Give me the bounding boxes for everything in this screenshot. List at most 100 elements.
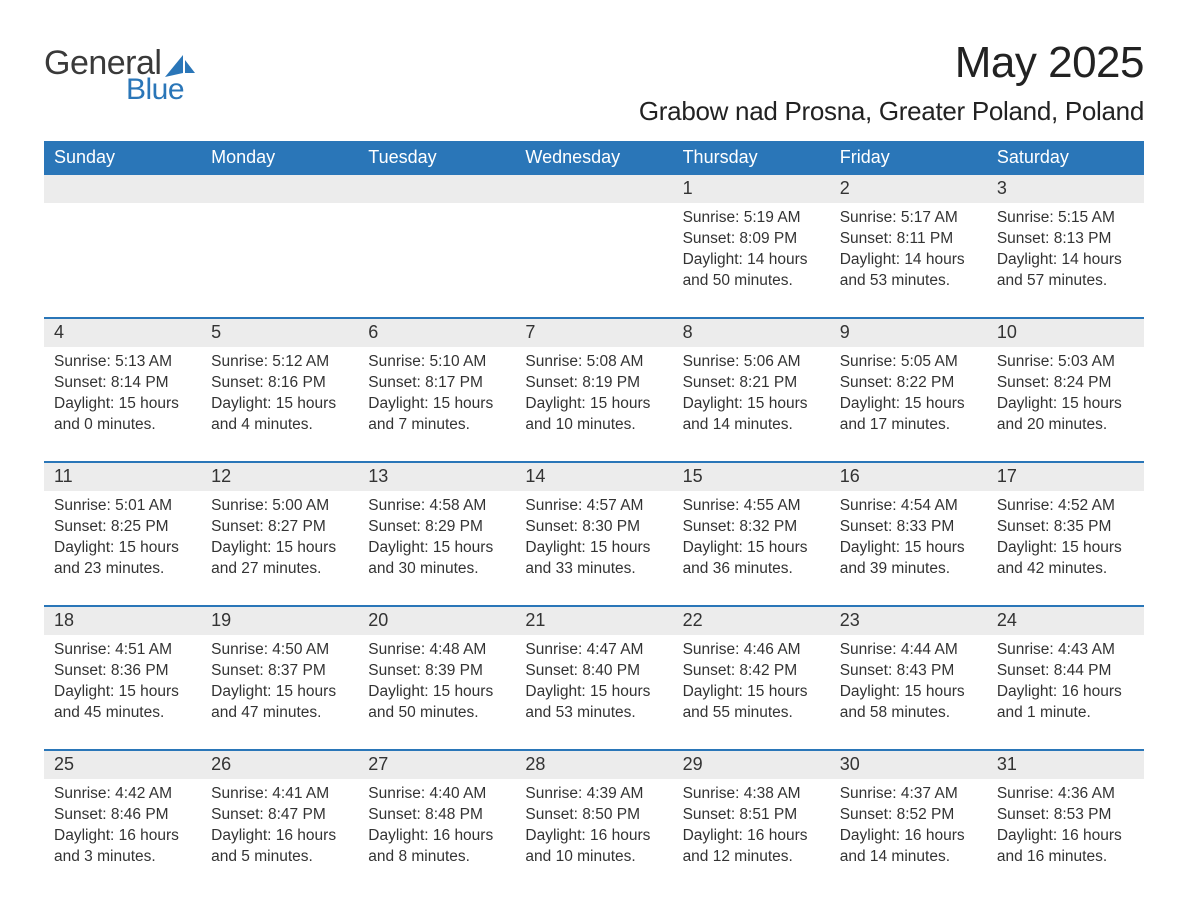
logo-text-blue: Blue — [126, 73, 195, 107]
day-info-line: Sunset: 8:19 PM — [525, 373, 662, 394]
day-info-line: Sunrise: 4:42 AM — [54, 784, 191, 805]
day-info-line: Daylight: 15 hours — [54, 682, 191, 703]
daynum-row: 45678910 — [44, 319, 1144, 347]
day-info-line: Sunset: 8:17 PM — [368, 373, 505, 394]
day-cell — [201, 203, 358, 297]
day-cell: Sunrise: 4:57 AMSunset: 8:30 PMDaylight:… — [515, 491, 672, 585]
day-number: 30 — [830, 751, 987, 779]
day-cell: Sunrise: 4:54 AMSunset: 8:33 PMDaylight:… — [830, 491, 987, 585]
day-info-line: Sunset: 8:21 PM — [683, 373, 820, 394]
header: General Blue May 2025 Grabow nad Prosna,… — [44, 38, 1144, 127]
day-cell: Sunrise: 4:37 AMSunset: 8:52 PMDaylight:… — [830, 779, 987, 873]
day-info-line: and 1 minute. — [997, 703, 1134, 724]
day-info-line: and 53 minutes. — [525, 703, 662, 724]
day-info-line: Sunset: 8:33 PM — [840, 517, 977, 538]
day-info-line: Daylight: 15 hours — [525, 682, 662, 703]
day-info-line: Daylight: 15 hours — [997, 394, 1134, 415]
day-info-line: and 58 minutes. — [840, 703, 977, 724]
day-cell — [515, 203, 672, 297]
day-info-line: Sunrise: 5:00 AM — [211, 496, 348, 517]
day-info-line: and 7 minutes. — [368, 415, 505, 436]
day-cell: Sunrise: 4:36 AMSunset: 8:53 PMDaylight:… — [987, 779, 1144, 873]
day-info-line: Sunrise: 4:57 AM — [525, 496, 662, 517]
calendar: Sunday Monday Tuesday Wednesday Thursday… — [44, 141, 1144, 873]
day-number: 8 — [673, 319, 830, 347]
day-info-line: Sunrise: 4:43 AM — [997, 640, 1134, 661]
content-row: Sunrise: 4:42 AMSunset: 8:46 PM Daylight:… — [44, 779, 1144, 873]
day-cell: Sunrise: 4:48 AMSunset: 8:39 PMDaylight:… — [358, 635, 515, 729]
day-number: 21 — [515, 607, 672, 635]
day-number: 27 — [358, 751, 515, 779]
day-info-line: Sunset: 8:24 PM — [997, 373, 1134, 394]
daynum-row: 123 — [44, 175, 1144, 203]
day-number: 31 — [987, 751, 1144, 779]
weekday-header: Tuesday — [358, 141, 515, 175]
day-number: 18 — [44, 607, 201, 635]
day-info-line: and 20 minutes. — [997, 415, 1134, 436]
day-info-line: Sunset: 8:36 PM — [54, 661, 191, 682]
day-cell: Sunrise: 5:15 AMSunset: 8:13 PMDaylight:… — [987, 203, 1144, 297]
day-info-line: and 17 minutes. — [840, 415, 977, 436]
day-cell: Sunrise: 5:08 AMSunset: 8:19 PMDaylight:… — [515, 347, 672, 441]
day-cell: Sunrise: 5:19 AMSunset: 8:09 PMDaylight:… — [673, 203, 830, 297]
day-info-line: Sunrise: 4:50 AM — [211, 640, 348, 661]
day-info-line: Sunrise: 5:08 AM — [525, 352, 662, 373]
day-info-line: and 23 minutes. — [54, 559, 191, 580]
day-info-line: Sunrise: 4:44 AM — [840, 640, 977, 661]
day-info-line: Sunrise: 5:17 AM — [840, 208, 977, 229]
week-row: 18192021222324Sunrise: 4:51 AMSunset: 8:… — [44, 605, 1144, 729]
day-info-line: Sunset: 8:46 PM — [54, 805, 191, 826]
day-info-line: Daylight: 15 hours — [368, 682, 505, 703]
day-info-line: Sunset: 8:53 PM — [997, 805, 1134, 826]
day-info-line: and 30 minutes. — [368, 559, 505, 580]
day-info-line: Daylight: 15 hours — [54, 394, 191, 415]
day-info-line: Sunrise: 4:48 AM — [368, 640, 505, 661]
day-number: 7 — [515, 319, 672, 347]
day-number: 28 — [515, 751, 672, 779]
day-cell — [44, 203, 201, 297]
day-info-line: Sunrise: 4:54 AM — [840, 496, 977, 517]
day-info-line: Sunset: 8:27 PM — [211, 517, 348, 538]
day-number: 16 — [830, 463, 987, 491]
weekday-header: Saturday — [987, 141, 1144, 175]
day-info-line: Daylight: 16 hours — [525, 826, 662, 847]
weekday-header: Monday — [201, 141, 358, 175]
day-cell: Sunrise: 4:58 AMSunset: 8:29 PMDaylight:… — [358, 491, 515, 585]
day-number: 17 — [987, 463, 1144, 491]
day-info-line: and 39 minutes. — [840, 559, 977, 580]
day-info-line: Daylight: 16 hours — [683, 826, 820, 847]
day-info-line: Daylight: 16 hours — [997, 682, 1134, 703]
day-cell: Sunrise: 4:50 AMSunset: 8:37 PMDaylight:… — [201, 635, 358, 729]
day-number: 11 — [44, 463, 201, 491]
day-info-line: and 5 minutes. — [211, 847, 348, 868]
day-cell: Sunrise: 5:03 AMSunset: 8:24 PMDaylight:… — [987, 347, 1144, 441]
day-number: 1 — [673, 175, 830, 203]
day-info-line: Sunrise: 5:03 AM — [997, 352, 1134, 373]
week-row: 45678910Sunrise: 5:13 AMSunset: 8:14 PMD… — [44, 317, 1144, 441]
weekday-header: Wednesday — [515, 141, 672, 175]
day-info-line: Sunrise: 4:36 AM — [997, 784, 1134, 805]
day-info-line: and 50 minutes. — [683, 271, 820, 292]
day-info-line: Daylight: 14 hours — [997, 250, 1134, 271]
day-cell: Sunrise: 5:05 AMSunset: 8:22 PMDaylight:… — [830, 347, 987, 441]
day-info-line: Sunrise: 4:38 AM — [683, 784, 820, 805]
day-number: 6 — [358, 319, 515, 347]
day-cell: Sunrise: 4:43 AMSunset: 8:44 PMDaylight:… — [987, 635, 1144, 729]
day-info-line: Daylight: 15 hours — [211, 538, 348, 559]
day-info-line: and 12 minutes. — [683, 847, 820, 868]
day-info-line: and 14 minutes. — [840, 847, 977, 868]
weekday-header-row: Sunday Monday Tuesday Wednesday Thursday… — [44, 141, 1144, 175]
day-info-line: and 14 minutes. — [683, 415, 820, 436]
title-block: May 2025 Grabow nad Prosna, Greater Pola… — [639, 38, 1144, 127]
day-info-line: Sunrise: 4:47 AM — [525, 640, 662, 661]
day-info-line: Sunrise: 4:55 AM — [683, 496, 820, 517]
day-info-line: Daylight: 15 hours — [54, 538, 191, 559]
day-info-line: Sunset: 8:16 PM — [211, 373, 348, 394]
day-info-line: and 16 minutes. — [997, 847, 1134, 868]
day-info-line: Sunrise: 5:06 AM — [683, 352, 820, 373]
day-info-line: Daylight: 15 hours — [683, 538, 820, 559]
content-row: Sunrise: 5:01 AMSunset: 8:25 PMDaylight:… — [44, 491, 1144, 585]
day-number: 10 — [987, 319, 1144, 347]
day-info-line: Daylight: 14 hours — [683, 250, 820, 271]
day-info-line: Sunset: 8:32 PM — [683, 517, 820, 538]
